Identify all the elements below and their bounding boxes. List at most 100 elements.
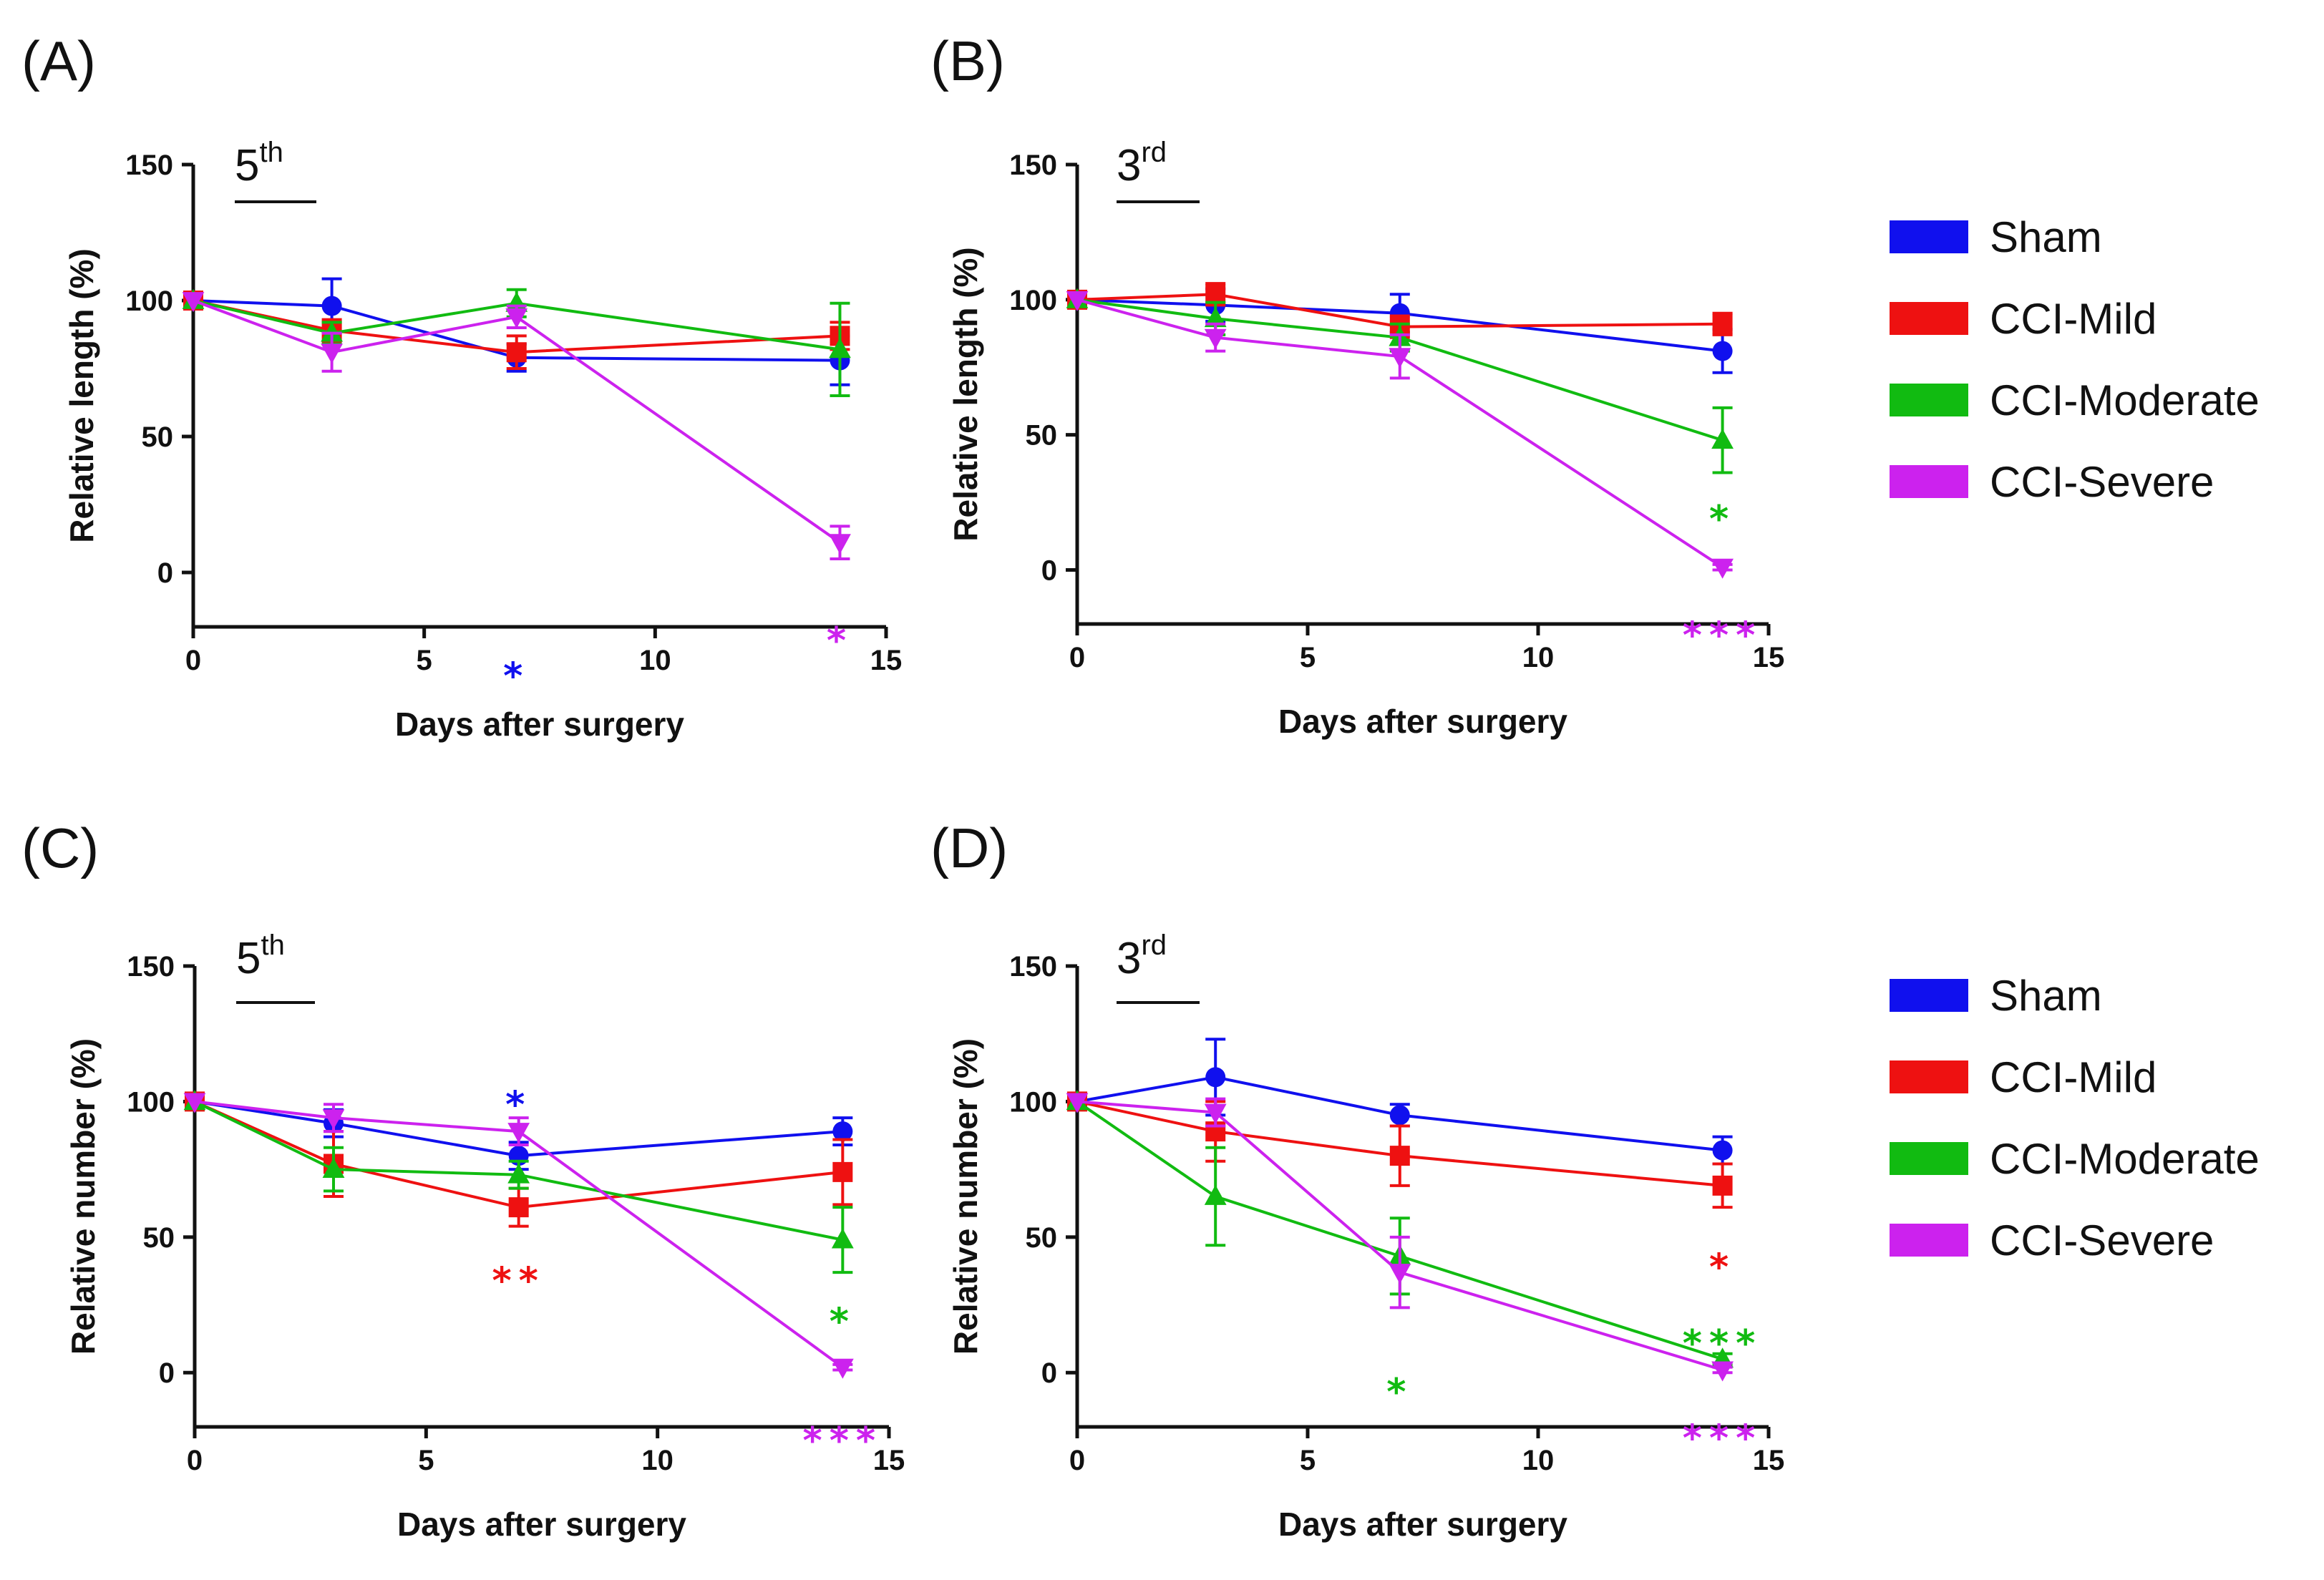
data-point	[1389, 1264, 1411, 1284]
data-point	[1712, 341, 1733, 361]
significance-mark: ***	[1683, 1322, 1763, 1365]
data-point	[1204, 328, 1227, 349]
series-cci-moderate	[183, 1090, 854, 1274]
series-line	[1076, 298, 1723, 442]
x-tick-label: 5	[417, 645, 432, 676]
series-line	[194, 1100, 843, 1209]
data-point	[1204, 1103, 1227, 1124]
data-point	[1712, 1140, 1733, 1161]
legend-item: CCI-Moderate	[1890, 1135, 2260, 1183]
data-point	[831, 1358, 854, 1379]
y-tick-label: 100	[125, 286, 173, 317]
data-point	[1204, 1184, 1227, 1205]
legend-item: Sham	[1890, 972, 2102, 1020]
data-point	[322, 1109, 345, 1130]
significance-mark: *	[830, 1300, 856, 1343]
data-point	[508, 1197, 529, 1218]
panel-label: (D)	[930, 816, 1008, 879]
x-tick-label: 10	[639, 645, 671, 676]
x-tick-label: 10	[1522, 642, 1555, 673]
series-line	[193, 299, 840, 351]
legend-swatch	[1890, 302, 1968, 335]
legend-swatch	[1890, 979, 1968, 1012]
legend-top: Sham CCI-Mild CCI-Moderate CCI-Severe	[1890, 213, 2260, 506]
legend-label: Sham	[1990, 972, 2102, 1020]
series-line	[1076, 293, 1723, 328]
panel-b: (B) 0 50 100 150 0 5 10 15 Days after surgery Rela…	[930, 29, 1784, 740]
y-tick-label: 100	[1009, 285, 1057, 316]
y-tick-label: 150	[127, 951, 175, 982]
y-tick-label: 50	[1026, 420, 1058, 452]
legend-item: Sham	[1890, 213, 2102, 261]
x-tick-label: 10	[1522, 1445, 1555, 1476]
inset-label-sup: rd	[1141, 930, 1167, 961]
series-line	[1076, 1076, 1723, 1152]
data-point	[183, 1093, 206, 1113]
series-line	[1076, 1100, 1723, 1372]
legend-swatch	[1890, 1224, 1968, 1257]
series-line	[194, 1100, 843, 1242]
legend-swatch	[1890, 220, 1968, 253]
x-tick-label: 15	[873, 1445, 905, 1476]
significance-mark: *	[1709, 498, 1736, 541]
x-tick-label: 15	[1753, 1445, 1785, 1476]
x-tick-label: 10	[641, 1445, 674, 1476]
legend-item: CCI-Mild	[1890, 1053, 2157, 1101]
data-point	[1389, 348, 1411, 369]
data-point	[321, 321, 343, 342]
y-tick-label: 100	[1009, 1086, 1057, 1118]
significance-mark: *	[503, 655, 530, 698]
data-point	[832, 1121, 853, 1142]
legend-item: CCI-Severe	[1890, 458, 2214, 506]
x-tick-label: 0	[1069, 1445, 1085, 1476]
y-tick-label: 150	[1009, 150, 1057, 181]
inset-label: 3rd	[1117, 930, 1167, 983]
x-axis-title: Days after surgery	[1278, 703, 1567, 740]
legend-item: CCI-Mild	[1890, 295, 2157, 343]
x-tick-label: 15	[870, 645, 903, 676]
y-axis-title: Relative number (%)	[64, 1038, 102, 1355]
legend-item: CCI-Severe	[1890, 1216, 2214, 1264]
legend-label: CCI-Mild	[1990, 295, 2157, 343]
series-cci-severe	[183, 1093, 854, 1379]
x-tick-label: 5	[418, 1445, 434, 1476]
legend-swatch	[1890, 384, 1968, 416]
y-tick-label: 150	[1009, 951, 1057, 982]
inset-label-main: 5	[235, 141, 259, 190]
significance-mark: ***	[803, 1420, 883, 1463]
y-tick-label: 50	[143, 1222, 175, 1254]
x-axis-title: Days after surgery	[395, 706, 684, 743]
data-point	[1204, 307, 1227, 328]
data-point	[1389, 1105, 1410, 1126]
data-point	[322, 1158, 345, 1179]
significance-mark: ***	[1683, 1417, 1763, 1460]
data-point	[1205, 1067, 1226, 1088]
data-point	[1711, 558, 1734, 579]
series-line	[1076, 1100, 1723, 1361]
data-point	[507, 1123, 530, 1143]
x-tick-label: 5	[1300, 642, 1316, 673]
data-point	[1389, 1146, 1410, 1166]
significance-mark: *	[505, 1083, 532, 1126]
inset-label: 5th	[236, 930, 285, 983]
panel-d: (D) 0 50 100 150 0 5 10 15 Days after surgery Rela…	[930, 816, 1784, 1543]
inset-label-main: 3	[1117, 934, 1141, 983]
panel-label: (A)	[21, 29, 96, 92]
legend-label: CCI-Severe	[1990, 1216, 2214, 1264]
data-point	[1711, 1361, 1734, 1382]
legend-label: CCI-Severe	[1990, 458, 2214, 506]
data-point	[1712, 313, 1733, 334]
data-point	[832, 1161, 853, 1182]
x-tick-label: 15	[1753, 642, 1785, 673]
x-tick-label: 0	[187, 1445, 203, 1476]
series-line	[1076, 1100, 1723, 1187]
y-tick-label: 0	[1041, 555, 1057, 586]
data-point	[182, 292, 205, 313]
x-tick-label: 0	[185, 645, 201, 676]
y-tick-label: 50	[1026, 1222, 1058, 1254]
y-axis-title: Relative length (%)	[63, 248, 100, 543]
data-point	[506, 342, 527, 363]
y-tick-label: 0	[1041, 1357, 1057, 1389]
legend-bottom: Sham CCI-Mild CCI-Moderate CCI-Severe	[1890, 972, 2260, 1264]
